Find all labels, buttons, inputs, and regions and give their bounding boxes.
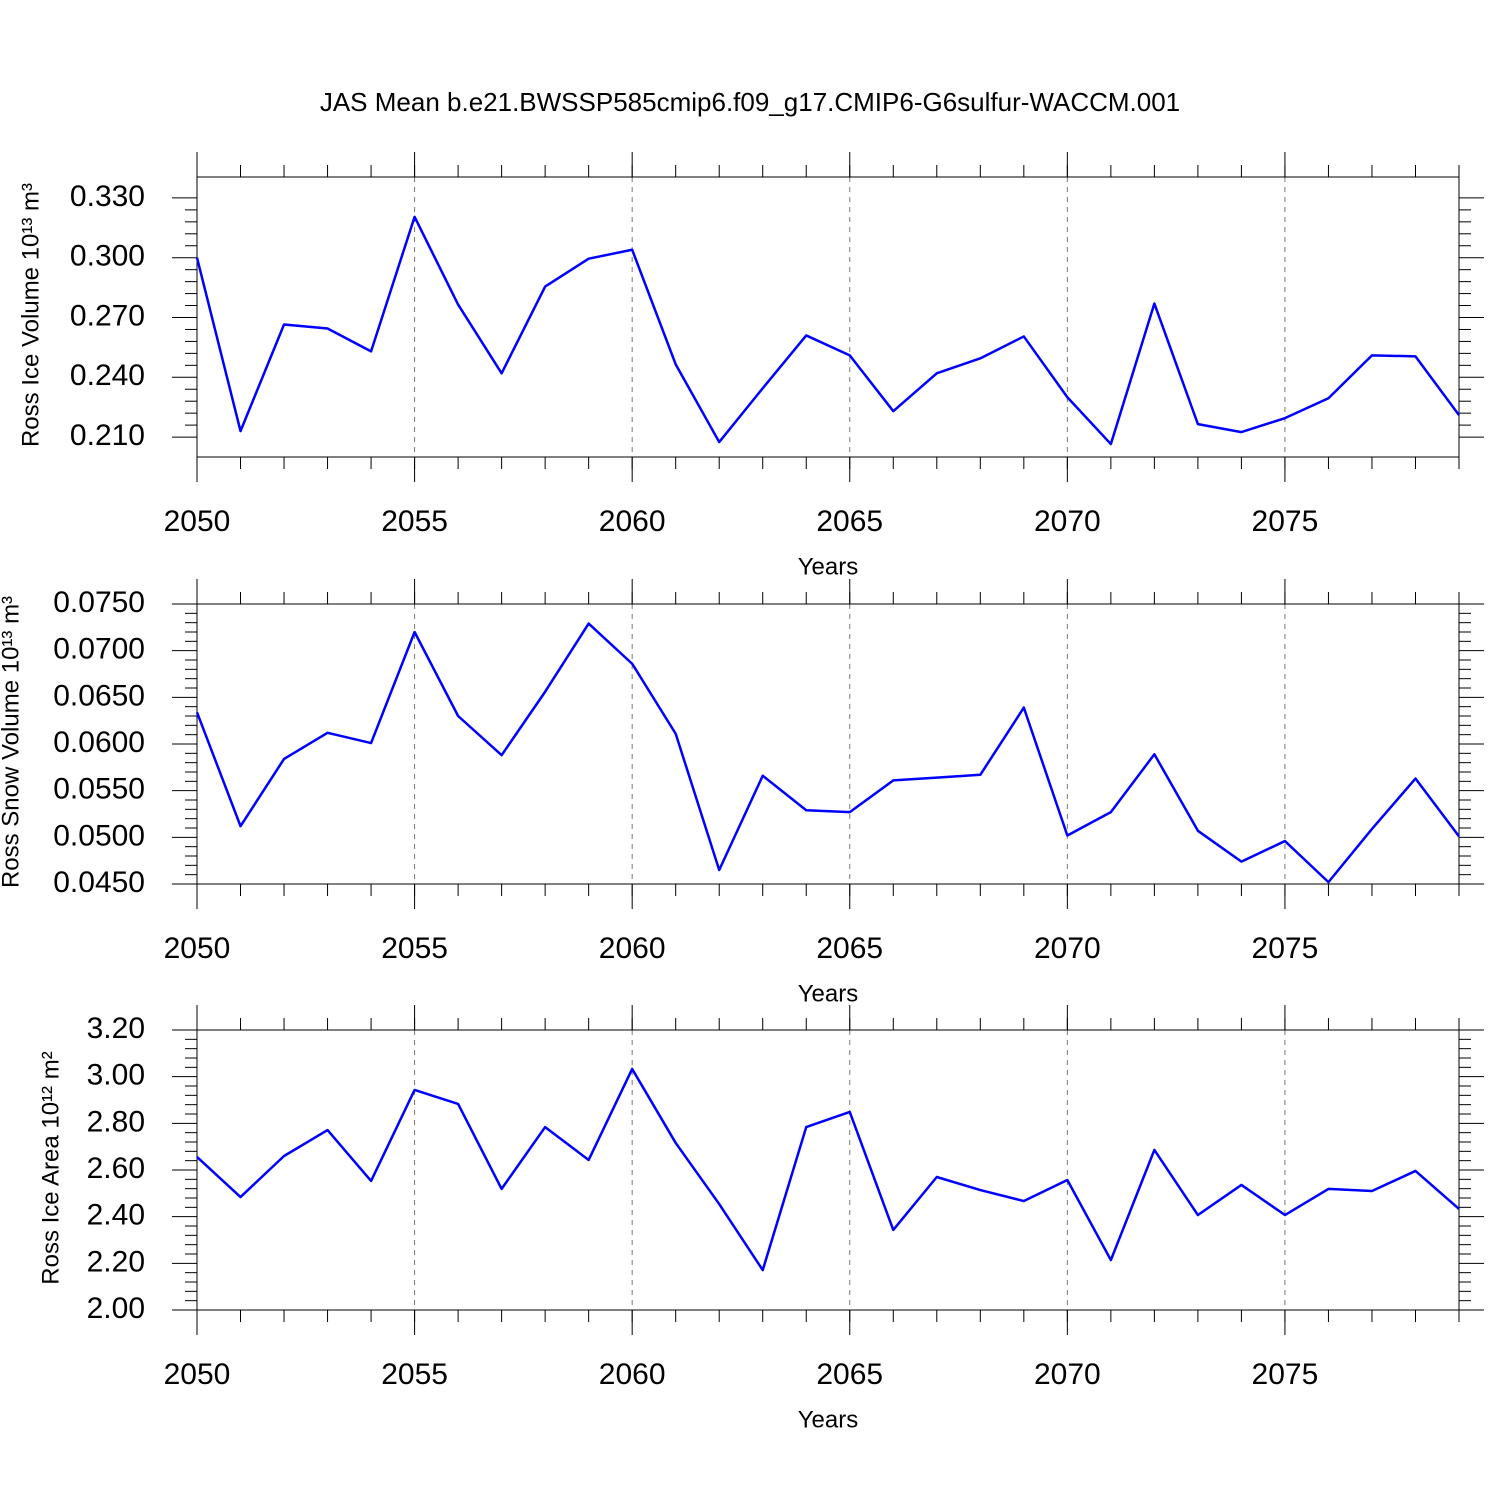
x-tick-label: 2050 — [164, 932, 231, 965]
x-tick-label: 2075 — [1252, 1358, 1319, 1391]
y-axis-title: Ross Snow Volume 10¹³ m³ — [0, 596, 24, 888]
x-tick-label: 2075 — [1252, 505, 1319, 538]
data-line — [195, 622, 1460, 884]
x-tick-label: 2065 — [816, 1358, 883, 1391]
y-tick-label: 2.60 — [87, 1152, 145, 1185]
x-tick-label: 2050 — [164, 505, 231, 538]
y-tick-label: 2.80 — [87, 1105, 145, 1138]
x-tick-label: 2070 — [1034, 1358, 1101, 1391]
x-tick-label: 2055 — [381, 932, 448, 965]
plot-frame — [196, 603, 1460, 885]
y-tick-label: 3.20 — [87, 1012, 145, 1045]
x-tick-label: 2060 — [599, 1358, 666, 1391]
x-tick-label: 2065 — [816, 932, 883, 965]
y-tick-label: 0.240 — [70, 359, 145, 392]
y-tick-label: 0.300 — [70, 240, 145, 273]
y-tick-label: 0.210 — [70, 419, 145, 452]
x-tick-label: 2070 — [1034, 932, 1101, 965]
x-axis-title: Years — [798, 1406, 859, 1433]
y-axis-title: Ross Ice Area 10¹² m² — [37, 1051, 64, 1284]
data-line — [196, 1067, 1460, 1272]
x-axis-title: Years — [798, 980, 859, 1007]
y-tick-label: 0.330 — [70, 180, 145, 213]
y-tick-label: 0.0750 — [53, 586, 145, 619]
data-line — [195, 215, 1461, 446]
x-tick-label: 2050 — [164, 1358, 231, 1391]
y-tick-label: 0.270 — [70, 299, 145, 332]
x-tick-label: 2065 — [816, 505, 883, 538]
y-tick-label: 0.0650 — [53, 679, 145, 712]
y-axis-title: Ross Ice Volume 10¹³ m³ — [17, 183, 44, 447]
y-tick-label: 2.00 — [87, 1292, 145, 1325]
x-tick-label: 2055 — [381, 505, 448, 538]
x-axis-title: Years — [798, 553, 859, 580]
y-tick-label: 2.40 — [87, 1199, 145, 1232]
plot-frame — [196, 176, 1460, 458]
plot-frame — [196, 1029, 1460, 1311]
x-tick-label: 2070 — [1034, 505, 1101, 538]
y-tick-label: 0.0550 — [53, 773, 145, 806]
x-tick-label: 2055 — [381, 1358, 448, 1391]
x-tick-label: 2075 — [1252, 932, 1319, 965]
y-tick-label: 2.20 — [87, 1245, 145, 1278]
y-tick-label: 0.0450 — [53, 866, 145, 899]
y-tick-label: 0.0700 — [53, 633, 145, 666]
y-tick-label: 3.00 — [87, 1059, 145, 1092]
x-tick-label: 2060 — [599, 505, 666, 538]
x-tick-label: 2060 — [599, 932, 666, 965]
y-tick-label: 0.0600 — [53, 726, 145, 759]
chart-title: JAS Mean b.e21.BWSSP585cmip6.f09_g17.CMI… — [320, 87, 1180, 117]
y-tick-label: 0.0500 — [53, 819, 145, 852]
